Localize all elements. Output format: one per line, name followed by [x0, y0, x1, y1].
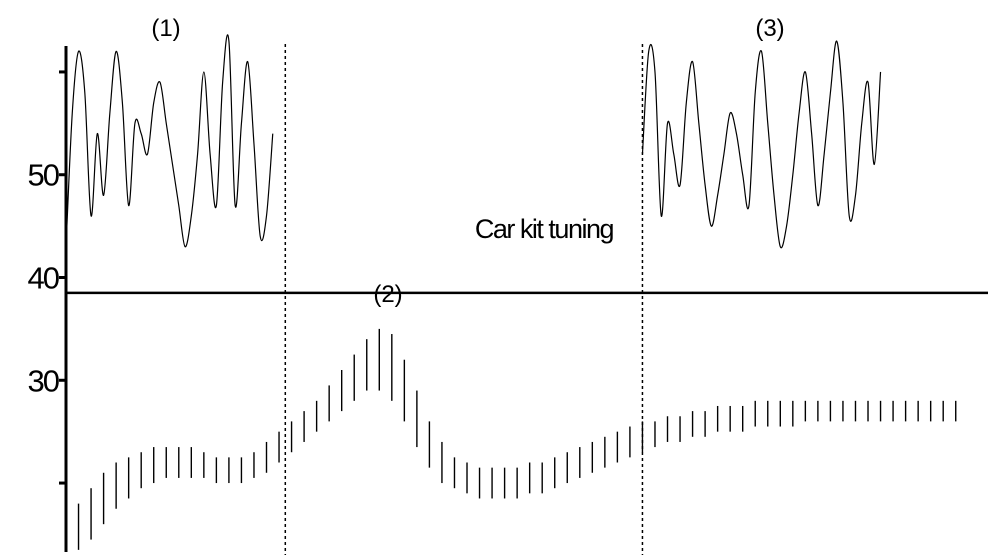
- y-tick-label: 50: [28, 158, 60, 193]
- y-ticks: 50 40 30: [28, 70, 66, 485]
- error-bar-series: [65, 328, 957, 550]
- section-3-label: (3): [755, 15, 784, 42]
- y-tick-label: 30: [28, 363, 60, 398]
- section-2-label: (2): [373, 281, 402, 308]
- series-layer: [65, 34, 957, 550]
- series-line-1: [65, 34, 274, 248]
- series-line-2: [641, 40, 882, 249]
- section-boundaries: [284, 44, 644, 555]
- y-tick-label: 40: [28, 261, 60, 296]
- car-kit-tuning-label: Car kit tuning: [475, 214, 614, 244]
- section-1-label: (1): [151, 15, 180, 42]
